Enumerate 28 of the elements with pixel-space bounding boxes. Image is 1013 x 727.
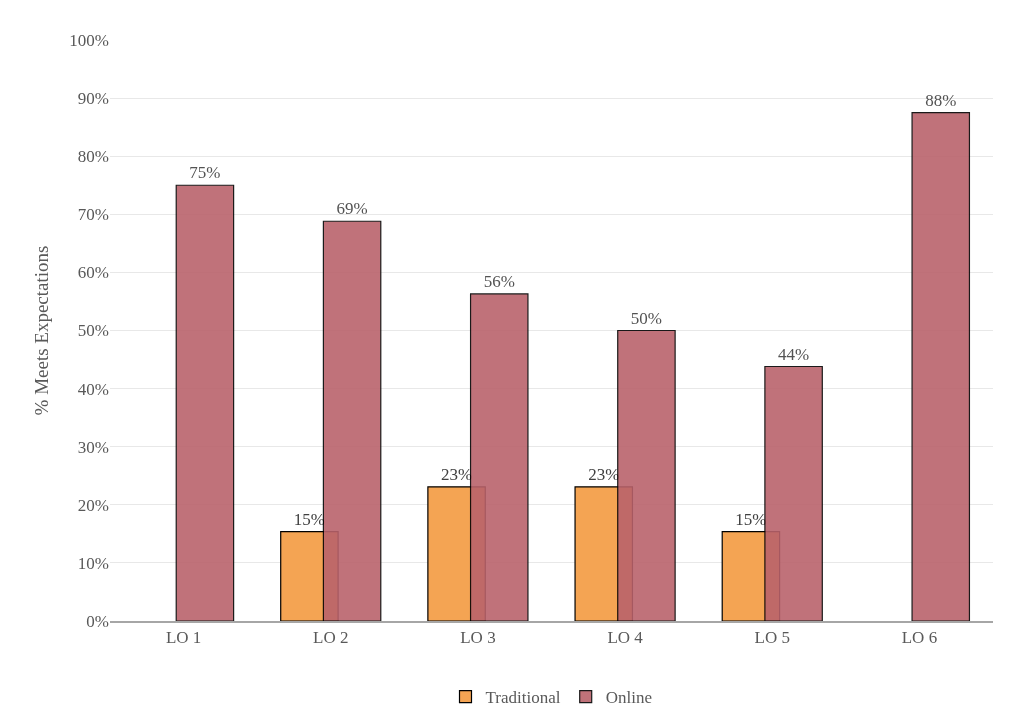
y-tick-label: 80% <box>77 147 109 167</box>
legend-label: Traditional <box>485 688 561 708</box>
y-tick-label: 10% <box>77 553 109 573</box>
bar <box>911 112 971 621</box>
x-tick-label: LO 3 <box>460 628 496 648</box>
y-tick-label: 70% <box>77 205 109 225</box>
y-tick-label: 60% <box>77 263 109 283</box>
data-label: 50% <box>630 308 663 328</box>
y-tick-label: 20% <box>77 495 109 515</box>
bar <box>175 184 235 621</box>
x-tick-label: LO 5 <box>754 628 790 648</box>
data-label: 69% <box>336 199 368 219</box>
data-label: 56% <box>483 271 515 291</box>
x-tick-label: LO 1 <box>165 628 202 648</box>
y-tick-label: 90% <box>77 89 109 109</box>
data-label: 44% <box>778 344 810 364</box>
y-tick-label: 0% <box>86 611 109 631</box>
x-tick-label: LO 4 <box>607 628 644 648</box>
data-label: 75% <box>189 163 221 183</box>
y-tick-label: 30% <box>77 437 109 457</box>
legend-label: Online <box>605 688 652 708</box>
y-tick-label: 50% <box>77 321 109 341</box>
y-tick-label: 100% <box>69 30 109 50</box>
x-tick-label: LO 6 <box>901 628 938 648</box>
y-tick-label: 40% <box>77 379 109 399</box>
data-label: 88% <box>925 90 957 110</box>
y-axis-title: % Meets Expectations <box>31 245 53 416</box>
x-tick-label: LO 2 <box>313 628 349 648</box>
